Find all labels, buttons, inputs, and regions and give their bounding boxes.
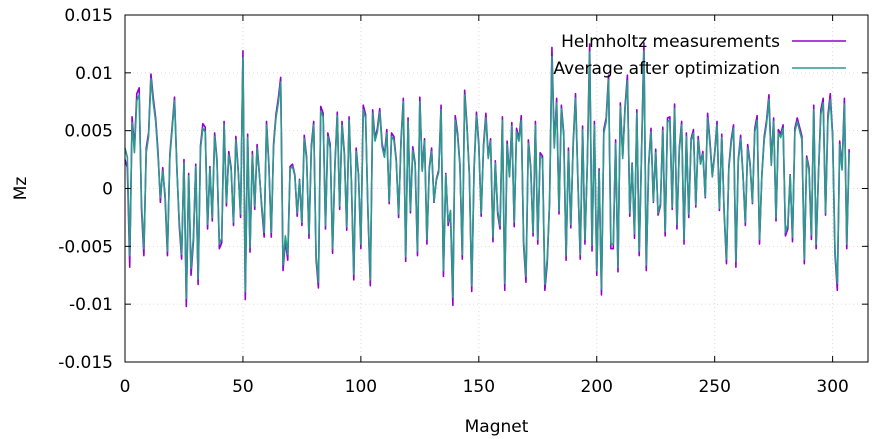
x-tick-label: 200 xyxy=(581,377,613,397)
legend-label: Helmholtz measurements xyxy=(561,32,780,52)
axis-ticks xyxy=(124,14,868,363)
x-tick-label: 50 xyxy=(232,377,254,397)
y-tick-label: 0.005 xyxy=(64,122,113,142)
x-axis-label: Magnet xyxy=(465,417,529,437)
y-tick-label: -0.015 xyxy=(58,353,113,373)
series-lines xyxy=(124,41,850,308)
y-tick-label: -0.005 xyxy=(58,237,113,257)
series-line-2 xyxy=(124,50,850,300)
x-tick-label: 250 xyxy=(698,377,730,397)
y-tick-label: 0.01 xyxy=(75,64,113,84)
legend: Helmholtz measurements Average after opti… xyxy=(553,32,846,79)
y-tick-label: 0 xyxy=(102,180,113,200)
x-tick-label: 300 xyxy=(816,377,848,397)
legend-label: Average after optimization xyxy=(553,59,780,79)
series-line-1 xyxy=(124,41,850,308)
y-tick-label: -0.01 xyxy=(69,295,113,315)
axis-tick-labels: 0 50 100 150 200 250 300 -0.015 -0.01 -0.005 0 0.00… xyxy=(58,6,849,397)
x-tick-label: 0 xyxy=(120,377,131,397)
y-tick-label: 0.015 xyxy=(64,6,113,26)
y-axis-label: Mz xyxy=(11,177,31,201)
x-tick-label: 100 xyxy=(345,377,377,397)
x-tick-label: 150 xyxy=(463,377,495,397)
